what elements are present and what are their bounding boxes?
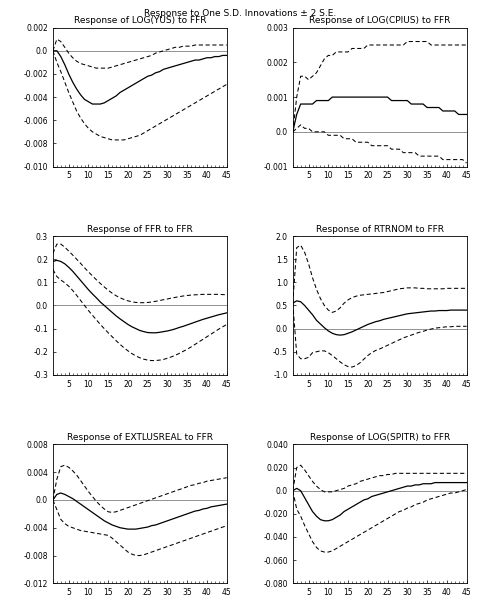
Title: Response of FFR to FFR: Response of FFR to FFR bbox=[87, 225, 192, 234]
Title: Response of LOG(CPIUS) to FFR: Response of LOG(CPIUS) to FFR bbox=[308, 17, 449, 25]
Text: Response to One S.D. Innovations ± 2 S.E.: Response to One S.D. Innovations ± 2 S.E… bbox=[144, 9, 336, 18]
Title: Response of RTRNOM to FFR: Response of RTRNOM to FFR bbox=[315, 225, 443, 234]
Title: Response of LOG(SPITR) to FFR: Response of LOG(SPITR) to FFR bbox=[309, 433, 449, 442]
Title: Response of EXTLUSREAL to FFR: Response of EXTLUSREAL to FFR bbox=[67, 433, 212, 442]
Title: Response of LOG(YUS) to FFR: Response of LOG(YUS) to FFR bbox=[73, 17, 205, 25]
